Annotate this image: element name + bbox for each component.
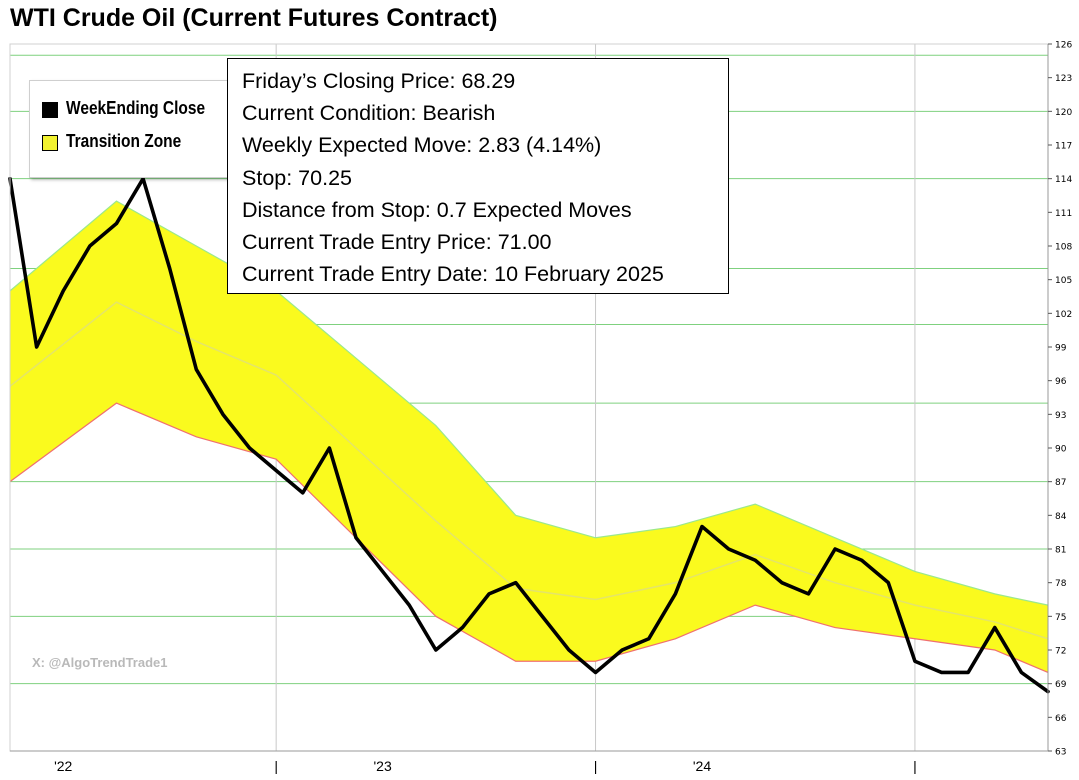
x-tick-label: | — [274, 758, 278, 774]
y-tick-label: 123 — [1055, 74, 1072, 84]
info-current-condition: Current Condition: Bearish — [242, 101, 496, 126]
y-tick-label: 69 — [1055, 680, 1067, 690]
info-stop: Stop: 70.25 — [242, 165, 352, 190]
legend: WeekEnding Close Transition Zone — [29, 80, 261, 178]
y-tick-label: 102 — [1055, 310, 1072, 320]
y-tick-label: 90 — [1055, 445, 1067, 455]
x-tick-label: '23 — [373, 758, 391, 774]
transition-zone-lower-edge — [9, 402, 1049, 673]
info-weekly-expected-move: Weekly Expected Move: 2.83 (4.14%) — [242, 133, 602, 158]
x-axis-ticks: '22 | '23 | '24 | — [54, 758, 917, 774]
y-tick-label: 111 — [1055, 209, 1072, 219]
watermark: X: @AlgoTrendTrade1 — [32, 655, 168, 670]
y-tick-label: 63 — [1055, 748, 1066, 758]
transition-zone-upper-edge — [9, 200, 1049, 606]
weekending-close-series — [8, 176, 1050, 694]
info-box: Friday’s Closing Price: 68.29 Current Co… — [227, 58, 729, 294]
y-tick-label: 87 — [1055, 478, 1066, 488]
y-tick-label: 72 — [1055, 647, 1066, 657]
y-axis-ticks: 63 66 69 72 75 78 81 84 87 90 93 96 99 102 105 108 111 11… — [1048, 41, 1072, 758]
y-tick-label: 75 — [1055, 613, 1066, 623]
x-tick-label: '24 — [693, 758, 711, 774]
x-tick-label: | — [594, 758, 598, 774]
info-trade-entry-price: Current Trade Entry Price: 71.00 — [242, 230, 552, 255]
y-tick-label: 120 — [1055, 108, 1072, 118]
plot-frame — [9, 43, 1049, 752]
x-tick-label: '22 — [54, 758, 72, 774]
transition-zone — [9, 200, 1049, 673]
y-tick-label: 84 — [1055, 512, 1067, 522]
chart-title: WTI Crude Oil (Current Futures Contract) — [10, 4, 498, 32]
y-tick-label: 126 — [1055, 41, 1072, 51]
y-tick-label: 99 — [1055, 344, 1067, 354]
y-tick-label: 96 — [1055, 377, 1067, 387]
y-tick-label: 66 — [1055, 714, 1067, 724]
info-distance-from-stop: Distance from Stop: 0.7 Expected Moves — [242, 197, 632, 222]
transition-zone-midline — [9, 301, 1049, 640]
legend-swatch-transition-zone — [42, 135, 58, 151]
x-tick-label: | — [913, 758, 917, 774]
legend-label-weekending-close: WeekEnding Close — [66, 98, 206, 118]
y-tick-label: 81 — [1055, 546, 1066, 556]
y-tick-label: 93 — [1055, 411, 1066, 421]
y-tick-label: 117 — [1055, 142, 1072, 152]
y-tick-label: 114 — [1055, 175, 1072, 185]
y-tick-label: 105 — [1055, 276, 1072, 286]
transition-zone-band — [10, 201, 1048, 673]
info-closing-price: Friday’s Closing Price: 68.29 — [242, 69, 516, 93]
info-trade-entry-date: Current Trade Entry Date: 10 February 20… — [242, 262, 664, 287]
y-tick-label: 78 — [1055, 579, 1067, 589]
legend-label-transition-zone: Transition Zone — [66, 131, 182, 151]
weekending-close-line — [8, 176, 1050, 694]
legend-swatch-weekending-close — [42, 102, 58, 118]
y-tick-label: 108 — [1055, 243, 1072, 253]
